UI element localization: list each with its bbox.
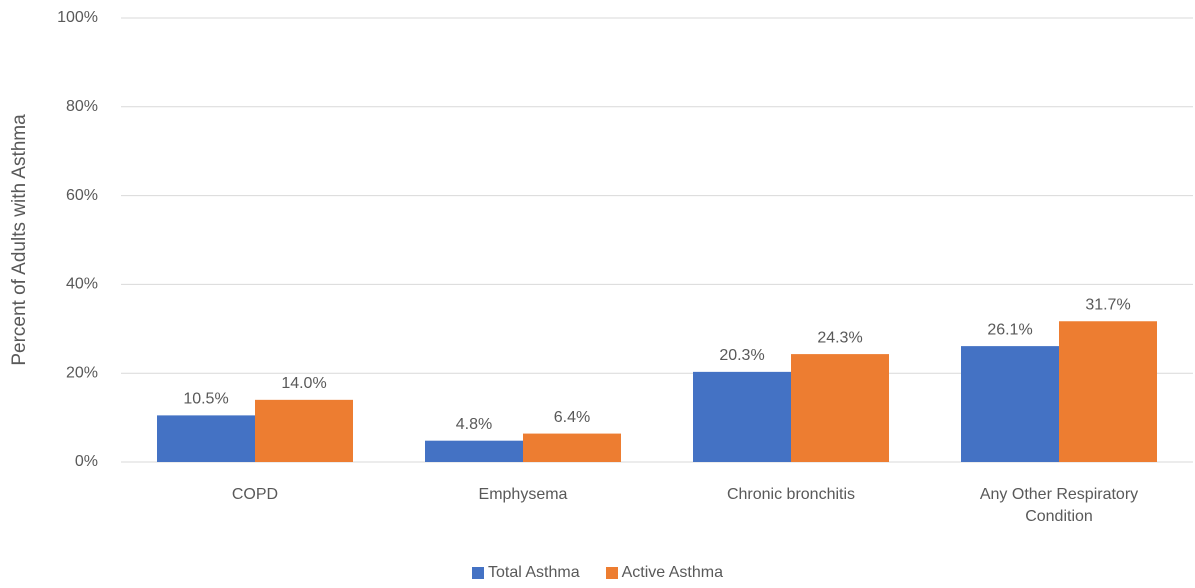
- y-tick-label: 40%: [66, 276, 98, 293]
- legend-swatch: [472, 567, 484, 579]
- bar: [791, 354, 889, 462]
- legend-item: Active Asthma: [605, 564, 723, 582]
- legend: Total Asthma Active Asthma: [0, 564, 1195, 582]
- value-label: 20.3%: [719, 347, 764, 364]
- y-axis-title: Percent of Adults with Asthma: [9, 114, 30, 366]
- y-tick-label: 20%: [66, 364, 98, 381]
- value-label: 14.0%: [281, 375, 326, 392]
- bar: [1059, 321, 1157, 462]
- value-label: 10.5%: [183, 391, 228, 408]
- value-label: 6.4%: [554, 409, 590, 426]
- bar: [425, 440, 523, 462]
- value-label: 31.7%: [1085, 296, 1130, 313]
- x-tick-label: Emphysema: [478, 486, 568, 503]
- y-tick-label: 100%: [57, 9, 98, 26]
- bar: [157, 415, 255, 462]
- legend-label: Total Asthma: [488, 564, 580, 581]
- value-label: 4.8%: [456, 416, 492, 433]
- y-tick-label: 80%: [66, 98, 98, 115]
- bar: [961, 346, 1059, 462]
- value-label: 24.3%: [817, 329, 862, 346]
- bar: [693, 371, 791, 462]
- x-tick-label: Any Other Respiratory Condition: [979, 486, 1139, 525]
- value-label: 26.1%: [987, 321, 1032, 338]
- bar: [523, 433, 621, 462]
- x-tick-label: Chronic bronchitis: [726, 486, 856, 503]
- y-tick-label: 60%: [66, 187, 98, 204]
- legend-label: Active Asthma: [621, 564, 723, 581]
- x-tick-label: COPD: [231, 486, 279, 503]
- bar: [255, 399, 353, 462]
- legend-swatch: [605, 567, 618, 579]
- y-tick-label: 0%: [75, 453, 98, 470]
- legend-item: Total Asthma: [472, 564, 580, 582]
